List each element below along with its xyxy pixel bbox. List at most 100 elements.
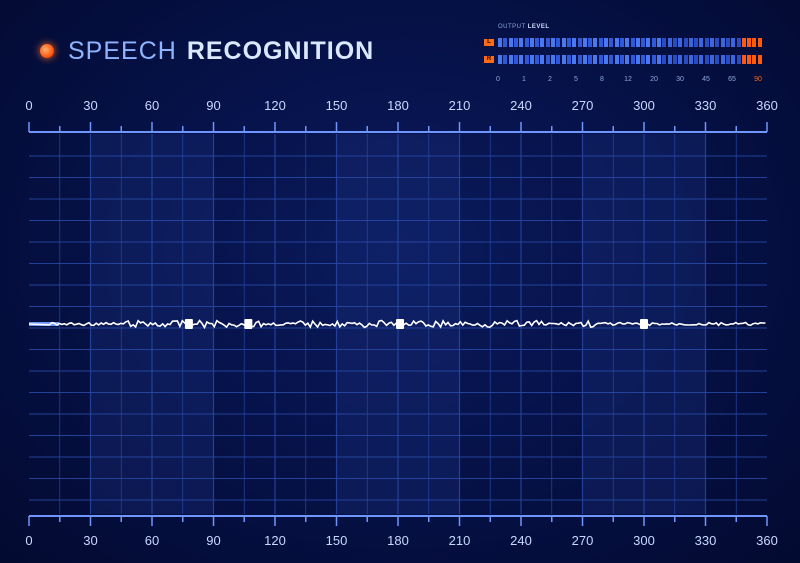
meter-scale-label: 30 [676,76,684,83]
level-segment [720,38,725,47]
axis-tick-label: 90 [206,533,220,548]
level-segment [725,38,730,47]
level-segment [657,55,661,64]
level-segment [667,55,672,64]
level-segment [694,38,699,47]
level-segment [508,55,513,64]
meter-label-light: OUTPUT [498,24,526,30]
level-segment [551,38,555,47]
level-segment [635,38,640,47]
level-segment [688,38,693,47]
level-segment [524,38,529,47]
level-segment [683,55,688,64]
level-segment [752,55,757,64]
level-segment [619,55,624,64]
meter-scale-label: 12 [624,76,632,83]
level-segment [651,55,656,64]
level-segment [582,38,587,47]
level-segment [641,55,646,64]
level-segment [582,55,587,64]
axis-tick-label: 330 [695,533,717,548]
meter-scale-label: 5 [574,76,578,83]
axis-tick-label: 60 [145,98,159,113]
bottom-axis-labels: 0 30 60 90 120 150 180 210 240 270 300 330 360 [25,533,777,548]
level-segment [688,55,693,64]
level-segment [566,55,571,64]
level-segment [678,38,683,47]
meter-scale-label: 1 [522,76,526,83]
level-segment [651,38,656,47]
axis-tick-label: 0 [25,98,32,113]
axis-tick-label: 270 [572,533,594,548]
level-segment [614,38,619,47]
level-segment [535,55,540,64]
level-segment [614,55,619,64]
level-segment [667,38,672,47]
app-title: SPEECH RECOGNITION [40,34,374,68]
axis-tick-label: 300 [633,533,655,548]
level-segment [524,55,529,64]
level-segment [694,55,699,64]
level-segment [551,55,555,64]
level-segment [699,38,704,47]
level-segment [619,38,624,47]
axis-tick-label: 180 [387,533,409,548]
title-bold: RECOGNITION [186,36,375,65]
level-segment [561,55,566,64]
meter-scale-label: 45 [702,76,710,83]
level-segment [731,55,736,64]
waveform [123,167,598,467]
title-light: SPEECH [68,36,177,65]
level-segment [540,55,545,64]
level-segment [572,55,577,64]
level-segment [519,55,524,64]
level-segment [710,38,714,47]
level-segment [630,38,635,47]
level-segment [577,38,582,47]
axis-tick-label: 240 [510,98,532,113]
axis-tick-label: 30 [83,98,97,113]
meter-scale-label: 8 [600,76,604,83]
level-segment [715,38,720,47]
level-segment [545,55,550,64]
signal-baseline [28,319,766,330]
meter-channel-left: L [484,38,774,48]
level-segment [609,38,614,47]
level-segment [604,38,608,47]
level-segment [604,55,608,64]
level-segment [672,38,677,47]
axis-tick-label: 180 [387,98,409,113]
level-segment [715,55,720,64]
level-segment [598,38,603,47]
level-segment [704,55,709,64]
axis-tick-label: 90 [206,98,220,113]
level-segment [513,55,518,64]
axis-tick-label: 300 [633,98,655,113]
axis-tick-label: 270 [572,98,594,113]
level-segment [704,38,709,47]
axis-tick-label: 360 [756,533,778,548]
level-segment [540,38,545,47]
level-segment [572,38,577,47]
level-segment [725,55,730,64]
channel-label: R [484,56,494,63]
level-segment [736,38,741,47]
title-text: SPEECH RECOGNITION [68,37,374,66]
meter-scale: 0 1 2 5 8 12 20 30 45 65 90 [484,76,774,86]
level-segment [503,55,508,64]
meter-scale-label: 2 [548,76,552,83]
level-segment [710,55,714,64]
level-segment [731,38,736,47]
meter-scale-label: 20 [650,76,658,83]
output-level-meter: OUTPUT LEVEL L R 0 1 2 5 8 12 20 30 45 65 90 [484,24,774,86]
level-segment [741,55,746,64]
level-segment [741,38,746,47]
level-segment [699,55,704,64]
axis-tick-label: 210 [449,98,471,113]
level-segment [736,55,741,64]
signal-marker [244,319,253,329]
level-segment [598,55,603,64]
level-segment [556,55,561,64]
